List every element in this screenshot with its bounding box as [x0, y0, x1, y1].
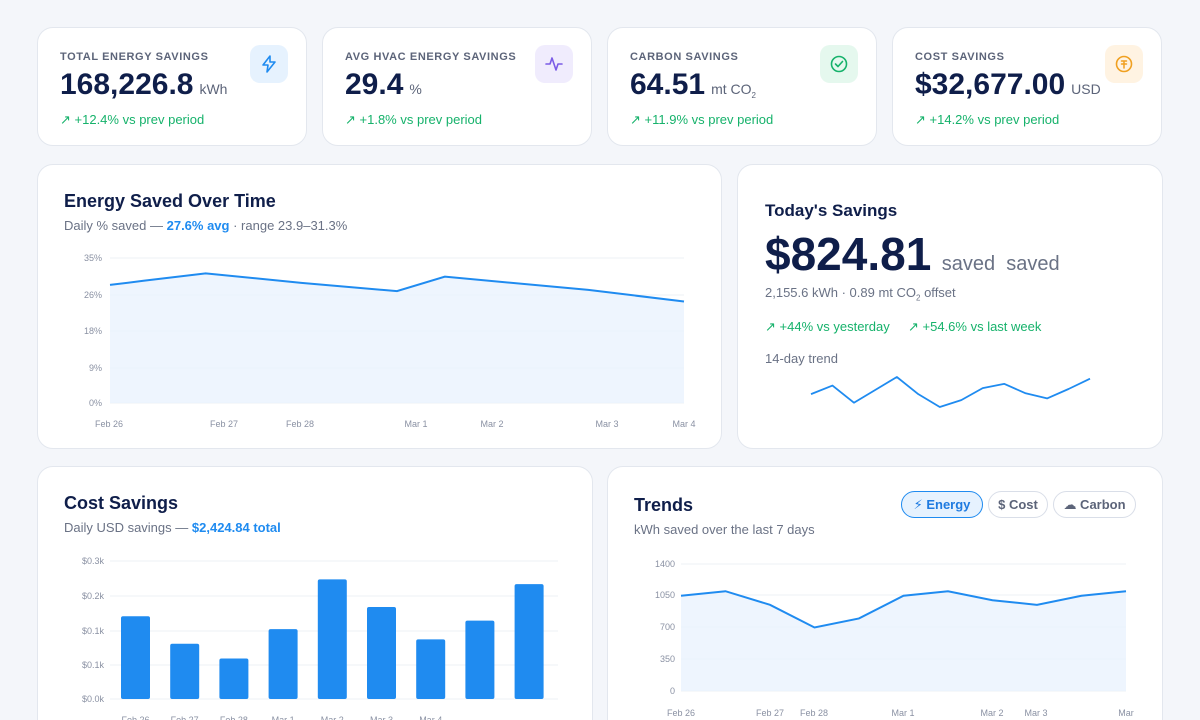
today-trend-label: 14-day trend	[765, 351, 838, 366]
today-detail: 2,155.6 kWh · 0.89 mt CO2 offset	[765, 285, 956, 303]
y-tick-label: 700	[660, 622, 675, 632]
kpi-delta: ↗ +11.9% vs prev period	[630, 112, 774, 127]
bar	[367, 607, 396, 699]
y-tick-label: $0.1k	[82, 626, 105, 636]
y-tick-label: 0%	[89, 398, 102, 408]
pulse-icon	[535, 45, 573, 83]
kpi-value: 64.51 mt CO2	[630, 68, 756, 101]
kpi-value: 29.4%	[345, 68, 422, 101]
energy-chart-subtitle: Daily % saved — 27.6% avg · range 23.9–3…	[64, 218, 348, 233]
x-tick-label: Feb 26	[667, 708, 695, 718]
kpi-value: 168,226.8 kWh	[60, 68, 228, 101]
y-tick-label: 18%	[84, 326, 102, 336]
x-tick-label: Mar	[1118, 708, 1134, 718]
y-tick-label: $0.3k	[82, 556, 105, 566]
y-tick-label: 35%	[84, 253, 102, 263]
y-tick-label: $0.2k	[82, 591, 105, 601]
cost-bar-chart: $0.3k $0.2k $0.1k $0.1k $0.0k Feb 26 Feb 27 Feb…	[82, 556, 558, 720]
bar	[219, 658, 249, 699]
y-tick-label: 1400	[655, 559, 675, 569]
area-fill	[681, 591, 1126, 691]
y-tick-label: 1050	[655, 590, 675, 600]
x-tick-label: Mar 3	[595, 419, 618, 429]
y-tick-label: $0.1k	[82, 660, 105, 670]
energy-chart-title: Energy Saved Over Time	[64, 191, 276, 211]
kpi-delta: ↗ +1.8% vs prev period	[345, 112, 482, 127]
today-title: Today's Savings	[765, 201, 898, 220]
bar	[170, 643, 200, 699]
sparkline-chart	[810, 376, 1091, 408]
kpi-card-energy: TOTAL ENERGY SAVINGS 168,226.8 kWh ↗ +12.…	[37, 27, 307, 146]
kpi-value: $32,677.00 USD	[915, 68, 1101, 101]
kpi-card-hvac: AVG HVAC ENERGY SAVINGS 29.4% ↗ +1.8% vs…	[322, 27, 592, 146]
bar	[317, 579, 347, 699]
kpi-card-cost: COST SAVINGS $32,677.00 USD ↗ +14.2% vs p…	[892, 27, 1162, 146]
today-delta-yesterday: ↗ +44% vs yesterday	[765, 319, 890, 334]
today-amount-row: $824.81 saved saved	[765, 227, 1060, 281]
series-line	[680, 590, 1127, 629]
x-tick-label: Mar 1	[272, 715, 295, 720]
y-tick-label: 9%	[89, 363, 102, 373]
y-tick-label: $0.0k	[82, 694, 105, 704]
trends-line-chart: 1400 1050 700 350 0 Feb 26 Feb 27 Feb 28 Mar 1 Ma…	[655, 559, 1134, 718]
x-tick-label: Mar 2	[980, 708, 1003, 718]
kpi-card-carbon: CARBON SAVINGS 64.51 mt CO2 ↗ +11.9% vs p…	[607, 27, 877, 146]
bar	[465, 620, 495, 699]
coin-icon	[1105, 45, 1143, 83]
kpi-label: TOTAL ENERGY SAVINGS	[60, 51, 209, 63]
cost-chart-title: Cost Savings	[64, 493, 179, 513]
energy-chart-card: Energy Saved Over Time Daily % saved — 2…	[37, 164, 722, 449]
x-tick-label: Mar 1	[891, 708, 914, 718]
x-tick-label: Feb 28	[800, 708, 828, 718]
today-amount: $824.81	[765, 228, 932, 280]
x-tick-label: Mar 2	[321, 715, 344, 720]
x-tick-label: Mar 2	[480, 419, 503, 429]
bar	[268, 629, 298, 699]
x-tick-label: Mar 4	[672, 419, 695, 429]
x-tick-label: Feb 28	[220, 715, 248, 720]
cost-chart-card: Cost Savings Daily USD savings — $2,424.…	[37, 466, 593, 720]
bar	[121, 616, 150, 699]
kpi-delta: ↗ +14.2% vs prev period	[915, 112, 1060, 127]
area-fill	[110, 273, 684, 403]
today-amount-suffix: saved saved	[941, 253, 1060, 275]
kpi-label: AVG HVAC ENERGY SAVINGS	[345, 51, 517, 63]
x-tick-label: Feb 27	[210, 419, 238, 429]
x-tick-label: Mar 3	[370, 715, 393, 720]
cost-chart-subtitle: Daily USD savings — $2,424.84 total	[64, 520, 281, 535]
x-tick-label: Feb 26	[95, 419, 123, 429]
x-tick-label: Feb 26	[121, 715, 149, 720]
x-tick-label: Mar 3	[1024, 708, 1047, 718]
x-tick-label: Feb 27	[756, 708, 784, 718]
y-tick-label: 350	[660, 654, 675, 664]
x-tick-label: Feb 28	[286, 419, 314, 429]
today-delta-week: ↗ +54.6% vs last week	[908, 319, 1042, 334]
bar	[416, 639, 446, 699]
today-savings-card: Today's Savings $824.81 saved saved 2,15…	[737, 164, 1163, 449]
energy-line-chart: 35% 26% 18% 9% 0% Feb 26 Feb 27 Feb 28 Mar 1 Mar …	[84, 253, 696, 429]
series-line	[109, 272, 685, 303]
kpi-label: CARBON SAVINGS	[630, 51, 739, 63]
tab-energy[interactable]: ⚡ Energy	[901, 491, 983, 518]
bar	[514, 584, 544, 699]
trends-subtitle: kWh saved over the last 7 days	[634, 522, 815, 537]
tab-cost[interactable]: $ Cost	[988, 491, 1048, 518]
x-tick-label: Mar 1	[404, 419, 427, 429]
x-tick-label: Mar 4	[419, 715, 442, 720]
check-circle-icon	[820, 45, 858, 83]
lightning-icon	[250, 45, 288, 83]
y-tick-label: 0	[670, 686, 675, 696]
kpi-label: COST SAVINGS	[915, 51, 1005, 63]
kpi-delta: ↗ +12.4% vs prev period	[60, 112, 205, 127]
tab-carbon[interactable]: ☁ Carbon	[1053, 491, 1136, 518]
trends-title: Trends	[634, 495, 694, 515]
y-tick-label: 26%	[84, 290, 102, 300]
sparkline-line	[810, 376, 1091, 408]
x-tick-label: Feb 27	[171, 715, 199, 720]
